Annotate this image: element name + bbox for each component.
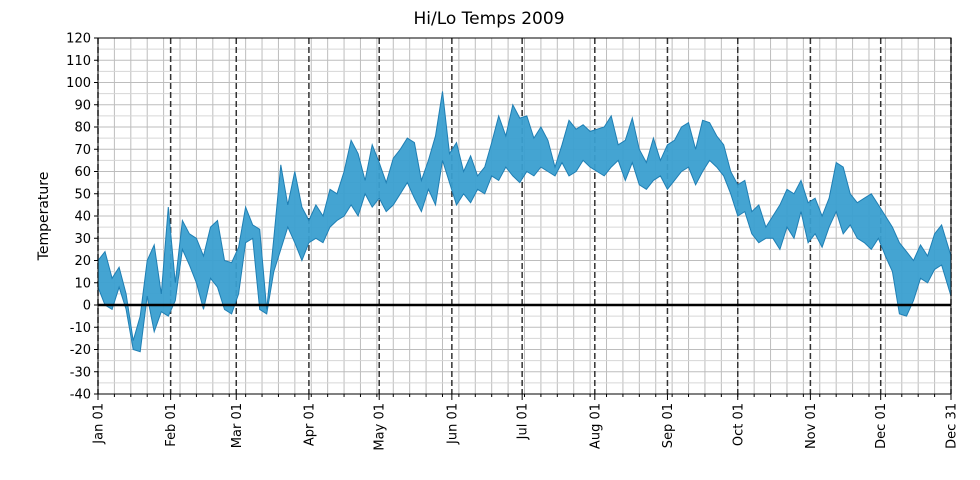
y-tick-label: 100: [66, 76, 91, 91]
x-tick-label: Feb 01: [164, 403, 179, 447]
y-tick-label: 30: [74, 232, 91, 247]
x-tick-label: Aug 01: [588, 403, 603, 449]
x-tick-label: Mar 01: [230, 403, 245, 448]
x-tick-label: Jun 01: [445, 403, 460, 445]
x-tick-label: Jul 01: [516, 403, 531, 440]
y-tick-label: 60: [74, 165, 91, 180]
x-tick-label: Oct 01: [731, 403, 746, 446]
y-tick-label: 110: [66, 54, 91, 69]
chart-title: Hi/Lo Temps 2009: [413, 9, 564, 29]
y-tick-label: 20: [74, 254, 91, 269]
y-tick-label: -40: [70, 388, 91, 403]
y-tick-label: 0: [83, 299, 91, 314]
y-tick-label: 50: [74, 187, 91, 202]
y-tick-label: 10: [74, 276, 91, 291]
x-tick-label: Dec 31: [945, 403, 960, 449]
y-tick-label: 70: [74, 143, 91, 158]
y-tick-label: 80: [74, 121, 91, 136]
y-axis-label: Temperature: [36, 172, 52, 262]
y-tick-label: 40: [74, 210, 91, 225]
x-tick-label: Dec 01: [874, 403, 889, 449]
y-tick-label: -30: [70, 365, 91, 380]
x-axis-ticks: Jan 01 Feb 01 Mar 01 Apr 01 May 01 Jun 01 Jul …: [92, 394, 960, 451]
y-tick-label: -20: [70, 343, 91, 358]
y-axis-ticks: -40 -30 -20 -10 0 10 20 30 40 50 60 70 80 90 100 110 120: [66, 32, 98, 403]
x-tick-label: Jan 01: [92, 403, 107, 445]
y-tick-label: -10: [70, 321, 91, 336]
x-tick-label: May 01: [373, 403, 388, 451]
x-tick-label: Apr 01: [302, 403, 317, 446]
x-tick-label: Sep 01: [661, 403, 676, 448]
y-tick-label: 90: [74, 98, 91, 113]
y-tick-label: 120: [66, 32, 91, 47]
x-tick-label: Nov 01: [804, 403, 819, 449]
